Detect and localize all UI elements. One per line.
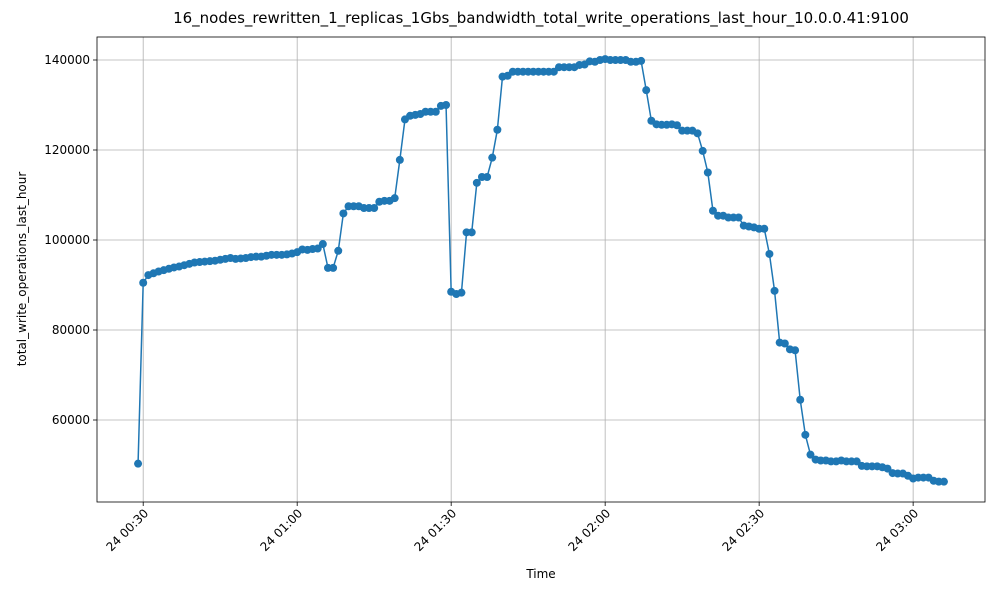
data-point — [318, 240, 327, 249]
data-point — [339, 209, 348, 218]
data-point — [134, 459, 143, 468]
x-tick-label: 24 01:30 — [411, 506, 459, 554]
data-point — [703, 168, 712, 177]
x-tick-label: 24 00:30 — [103, 506, 151, 554]
chart-title: 16_nodes_rewritten_1_replicas_1Gbs_bandw… — [173, 9, 909, 28]
y-tick-label: 60000 — [52, 413, 90, 427]
data-point — [395, 155, 404, 164]
data-point — [765, 249, 774, 258]
data-point — [770, 286, 779, 295]
data-point — [493, 125, 502, 134]
y-tick-label: 100000 — [44, 233, 90, 247]
data-point — [698, 146, 707, 155]
data-point — [334, 246, 343, 255]
data-point — [852, 457, 861, 466]
y-tick-label: 140000 — [44, 53, 90, 67]
plot-area — [134, 55, 948, 486]
data-point — [313, 244, 322, 253]
data-point — [780, 339, 789, 348]
data-point — [796, 395, 805, 404]
x-tick-label: 24 03:00 — [873, 506, 921, 554]
data-point — [488, 153, 497, 162]
y-tick-label: 120000 — [44, 143, 90, 157]
x-tick-label: 24 02:30 — [719, 506, 767, 554]
data-point — [442, 100, 451, 109]
data-point — [642, 86, 651, 95]
data-point — [457, 288, 466, 297]
data-point — [467, 228, 476, 237]
data-point — [390, 194, 399, 203]
data-point — [637, 56, 646, 65]
data-point — [708, 206, 717, 215]
data-point — [806, 450, 815, 459]
x-axis-label: Time — [525, 567, 555, 581]
data-point — [801, 430, 810, 439]
data-point — [370, 204, 379, 213]
data-point — [791, 346, 800, 355]
data-line — [137, 58, 944, 483]
axes-frame — [96, 36, 986, 503]
x-tick-label: 24 02:00 — [565, 506, 613, 554]
data-point — [329, 263, 338, 272]
data-point — [472, 178, 481, 187]
grid — [97, 37, 985, 502]
data-point — [139, 278, 148, 287]
data-point — [549, 67, 558, 76]
y-axis-label: total_write_operations_last_hour — [15, 172, 29, 367]
data-point — [760, 224, 769, 233]
data-point — [939, 477, 948, 486]
y-tick-label: 80000 — [52, 323, 90, 337]
data-point — [734, 213, 743, 222]
data-point — [883, 464, 892, 473]
data-point — [693, 129, 702, 138]
x-tick-label: 24 01:00 — [257, 506, 305, 554]
data-point — [673, 121, 682, 130]
data-point — [483, 172, 492, 181]
data-point — [431, 107, 440, 116]
